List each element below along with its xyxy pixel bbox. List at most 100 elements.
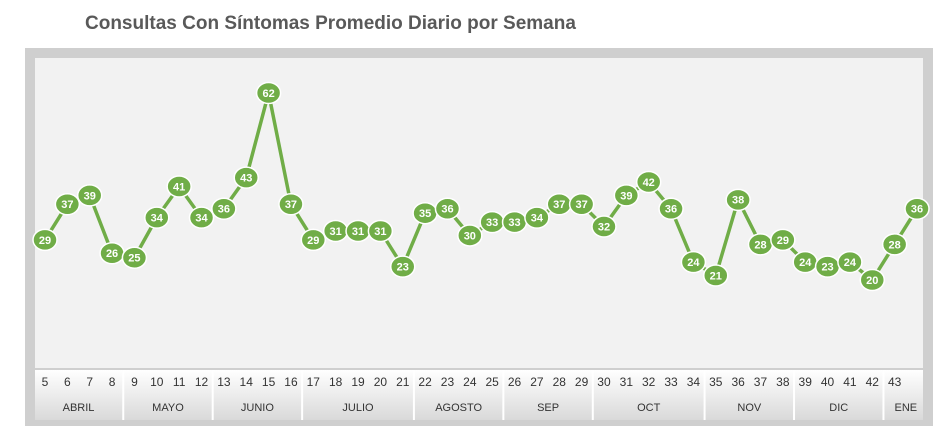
- data-point: [837, 250, 863, 274]
- month-label: DIC: [829, 402, 848, 414]
- week-label: 21: [396, 375, 410, 389]
- data-point: [658, 197, 684, 220]
- chart-title: Consultas Con Síntomas Promedio Diario p…: [85, 13, 576, 34]
- data-point: [300, 228, 327, 252]
- plot-area: [35, 58, 923, 368]
- data-label: 37: [575, 199, 587, 211]
- week-label: 43: [888, 375, 902, 389]
- data-point: [367, 219, 394, 243]
- week-label: 30: [597, 375, 611, 389]
- month-label: JUNIO: [241, 402, 274, 414]
- month-label: JULIO: [342, 402, 374, 414]
- data-point: [524, 206, 550, 229]
- week-label: 7: [86, 375, 93, 389]
- week-label: 13: [217, 375, 231, 389]
- week-label: 27: [530, 375, 544, 389]
- data-label: 37: [553, 199, 565, 211]
- data-label: 32: [598, 221, 610, 233]
- data-point: [32, 228, 58, 252]
- week-label: 9: [131, 375, 138, 389]
- data-label: 24: [799, 257, 812, 269]
- data-label: 36: [665, 204, 677, 216]
- data-label: 23: [397, 262, 409, 274]
- week-label: 31: [620, 375, 634, 389]
- axis-table: [35, 370, 923, 420]
- data-label: 31: [330, 226, 342, 238]
- month-label: OCT: [637, 402, 661, 414]
- data-label: 36: [911, 204, 923, 216]
- data-label: 34: [195, 213, 208, 225]
- week-label: 33: [664, 375, 678, 389]
- data-label: 62: [262, 88, 274, 100]
- data-point: [434, 197, 461, 220]
- data-label: 23: [821, 262, 833, 274]
- data-point: [904, 197, 930, 220]
- data-label: 20: [866, 275, 878, 287]
- week-label: 24: [463, 375, 477, 389]
- week-label: 6: [64, 375, 71, 389]
- week-label: 40: [821, 375, 835, 389]
- data-point: [54, 193, 81, 216]
- data-point: [166, 175, 192, 198]
- week-label: 17: [307, 375, 321, 389]
- data-label: 35: [419, 208, 431, 220]
- month-label: MAYO: [152, 402, 184, 414]
- week-label: 12: [195, 375, 209, 389]
- data-point: [211, 197, 237, 220]
- week-label: 32: [642, 375, 656, 389]
- week-label: 19: [351, 375, 365, 389]
- week-label: 28: [553, 375, 567, 389]
- data-label: 25: [128, 253, 140, 265]
- data-point: [121, 246, 148, 269]
- data-label: 37: [285, 199, 297, 211]
- data-label: 26: [106, 248, 118, 260]
- week-label: 18: [329, 375, 343, 389]
- week-label: 34: [687, 375, 701, 389]
- data-point: [233, 166, 259, 189]
- data-label: 33: [508, 217, 520, 229]
- data-label: 37: [61, 199, 73, 211]
- data-point: [635, 170, 662, 194]
- data-point: [457, 224, 483, 247]
- week-label: 42: [866, 375, 880, 389]
- week-label: 39: [799, 375, 813, 389]
- data-point: [568, 193, 595, 216]
- data-point: [881, 233, 908, 256]
- data-point: [389, 255, 416, 278]
- data-label: 28: [889, 239, 901, 251]
- week-label: 37: [754, 375, 768, 389]
- data-label: 31: [352, 226, 364, 238]
- week-label: 38: [776, 375, 790, 389]
- data-point: [144, 206, 170, 229]
- week-label: 20: [374, 375, 388, 389]
- week-label: 35: [709, 375, 723, 389]
- data-label: 29: [777, 235, 789, 247]
- week-label: 41: [843, 375, 857, 389]
- data-point: [255, 81, 282, 105]
- data-point: [591, 215, 617, 238]
- data-point: [278, 193, 304, 216]
- data-label: 34: [531, 213, 544, 225]
- data-point: [188, 206, 215, 229]
- data-point: [725, 188, 751, 212]
- week-label: 26: [508, 375, 522, 389]
- week-label: 23: [441, 375, 455, 389]
- week-label: 8: [109, 375, 116, 389]
- data-point: [680, 250, 707, 274]
- month-label: ABRIL: [63, 402, 95, 414]
- week-label: 11: [173, 375, 186, 389]
- week-label: 36: [731, 375, 745, 389]
- month-label: ENE: [895, 402, 918, 414]
- data-label: 43: [240, 172, 252, 184]
- data-label: 21: [710, 270, 722, 282]
- data-label: 29: [39, 235, 51, 247]
- data-point: [859, 268, 886, 292]
- week-label: 22: [418, 375, 432, 389]
- month-label: SEP: [537, 402, 559, 414]
- month-label: NOV: [737, 402, 762, 414]
- data-label: 38: [732, 195, 744, 207]
- data-label: 34: [151, 213, 164, 225]
- data-point: [613, 184, 640, 207]
- data-label: 31: [374, 226, 386, 238]
